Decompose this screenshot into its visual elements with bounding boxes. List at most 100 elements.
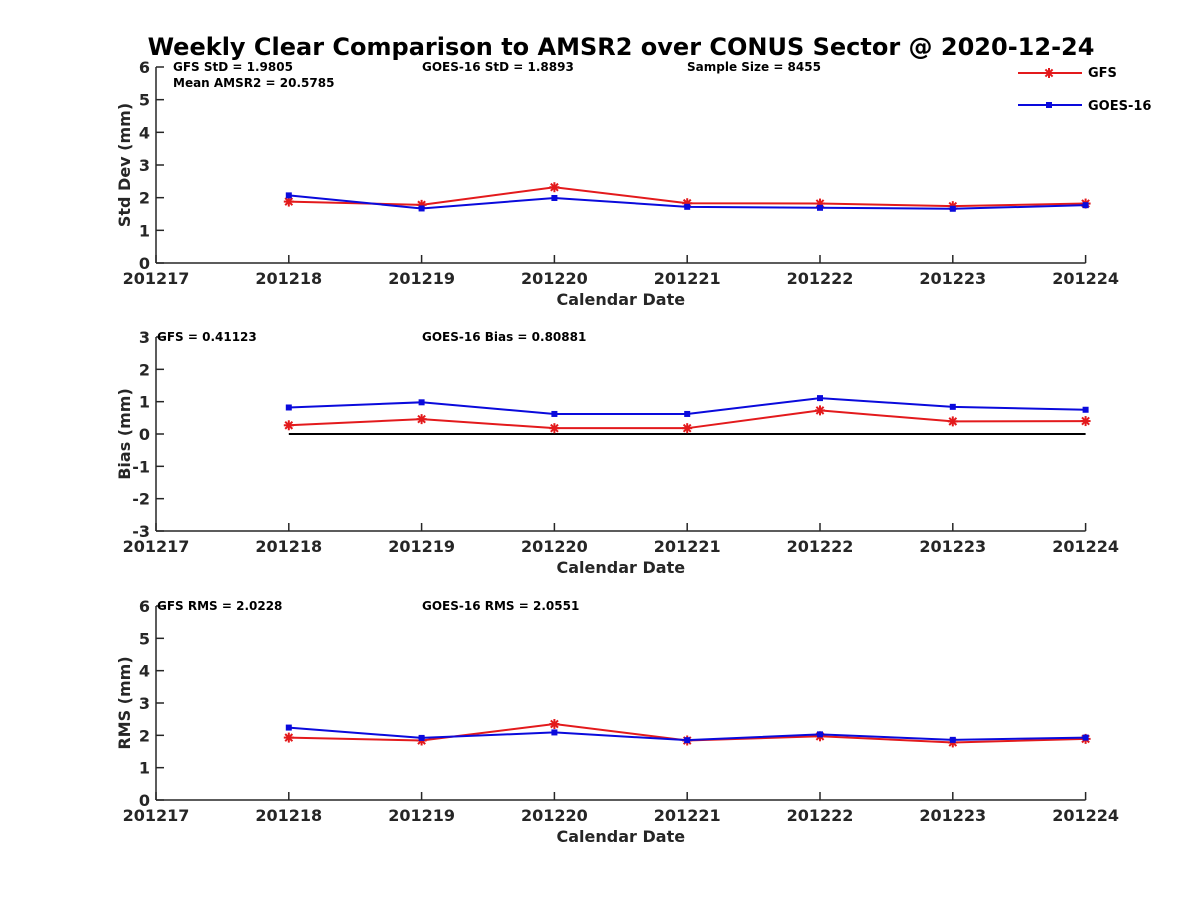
y-tick-label: 6 <box>139 58 150 77</box>
data-point-goes16 <box>684 203 691 210</box>
annotation-text: Mean AMSR2 = 20.5785 <box>173 76 334 90</box>
x-tick-label: 201217 <box>123 537 190 556</box>
data-point-goes16 <box>285 724 292 731</box>
legend: GFS GOES-16 <box>1018 66 1151 114</box>
annotation-text: GFS = 0.41123 <box>157 330 257 344</box>
y-tick-label: 2 <box>139 360 150 379</box>
y-tick-label: 0 <box>139 254 150 273</box>
x-tick-label: 201221 <box>654 269 721 288</box>
data-point-goes16 <box>949 205 956 212</box>
marker-stroke <box>948 417 958 426</box>
x-tick-label: 201219 <box>388 269 455 288</box>
marker-stroke <box>550 719 559 729</box>
x-tick-label: 201221 <box>654 806 721 825</box>
data-point-goes16 <box>418 734 425 741</box>
annotation-text: GOES-16 StD = 1.8893 <box>422 60 574 74</box>
x-tick-label: 201222 <box>787 537 854 556</box>
data-point-goes16 <box>1082 734 1089 741</box>
y-tick-label: 1 <box>139 759 150 778</box>
x-tick-label: 201223 <box>919 269 986 288</box>
legend-goes-label: GOES-16 <box>1088 99 1151 114</box>
legend-gfs-marker <box>1044 68 1054 78</box>
panel-1: 201217 201218 201219 201220 201221 201222 2012… <box>115 58 1119 309</box>
data-point-goes16 <box>418 205 425 212</box>
data-point-gfs <box>549 423 560 434</box>
legend-gfs-label: GFS <box>1088 66 1117 81</box>
data-point-goes16 <box>285 404 292 411</box>
x-tick-label: 201224 <box>1052 269 1119 288</box>
annotation-text: Sample Size = 8455 <box>687 60 821 74</box>
x-tick-label: 201224 <box>1052 537 1119 556</box>
annotation-text: GOES-16 Bias = 0.80881 <box>422 330 586 344</box>
data-point-gfs <box>1080 416 1091 427</box>
x-tick-label: 201221 <box>654 537 721 556</box>
annotation-text: GFS RMS = 2.0228 <box>157 599 282 613</box>
data-point-goes16 <box>418 399 425 406</box>
data-point-goes16 <box>1082 202 1089 209</box>
y-tick-label: 3 <box>139 156 150 175</box>
data-point-goes16 <box>817 204 823 211</box>
annotation-text: GOES-16 RMS = 2.0551 <box>422 599 579 613</box>
annotation-text: GFS StD = 1.9805 <box>173 60 293 74</box>
x-tick-label: 201218 <box>255 806 322 825</box>
x-tick-label: 201218 <box>255 269 322 288</box>
y-tick-label: -3 <box>132 522 150 541</box>
data-point-gfs <box>682 423 693 434</box>
data-point-goes16 <box>817 731 823 738</box>
y-tick-label: 1 <box>139 221 150 240</box>
data-point-goes16 <box>1082 406 1089 413</box>
y-axis-title: Bias (mm) <box>115 388 134 480</box>
data-point-gfs <box>283 732 294 743</box>
panel-2: 201217 201218 201219 201220 201221 201222 2012… <box>115 328 1119 577</box>
x-tick-label: 201224 <box>1052 806 1119 825</box>
x-tick-label: 201220 <box>521 537 588 556</box>
y-axis-title: RMS (mm) <box>115 656 134 749</box>
data-point-goes16 <box>817 395 823 402</box>
data-point-gfs <box>416 414 427 425</box>
marker-stroke <box>1081 416 1090 426</box>
data-point-goes16 <box>684 410 691 417</box>
y-tick-label: -2 <box>132 490 150 509</box>
data-point-goes16 <box>551 410 558 417</box>
marker-stroke <box>417 414 426 424</box>
marker-stroke <box>284 733 294 742</box>
data-point-goes16 <box>684 737 691 744</box>
x-tick-label: 201219 <box>388 806 455 825</box>
marker-stroke <box>550 423 559 433</box>
data-point-gfs <box>947 416 958 427</box>
marker-stroke <box>682 423 692 433</box>
x-tick-label: 201223 <box>919 806 986 825</box>
y-tick-label: 2 <box>139 189 150 208</box>
data-point-goes16 <box>285 192 292 199</box>
x-tick-label: 201219 <box>388 537 455 556</box>
y-tick-label: 5 <box>139 91 150 110</box>
x-tick-label: 201220 <box>521 269 588 288</box>
x-tick-label: 201217 <box>123 806 190 825</box>
x-tick-label: 201222 <box>787 806 854 825</box>
marker-stroke <box>550 182 559 192</box>
x-axis-title: Calendar Date <box>557 290 686 309</box>
y-axis-title: Std Dev (mm) <box>115 103 134 227</box>
marker-stroke <box>284 420 294 430</box>
x-tick-label: 201223 <box>919 537 986 556</box>
y-tick-label: 4 <box>139 662 150 681</box>
panel-3: 201217 201218 201219 201220 201221 201222 2012… <box>115 597 1119 846</box>
y-tick-label: 3 <box>139 694 150 713</box>
y-tick-label: 6 <box>139 597 150 616</box>
x-tick-label: 201218 <box>255 537 322 556</box>
y-tick-label: 4 <box>139 123 150 142</box>
data-point-gfs <box>283 420 294 431</box>
x-tick-label: 201222 <box>787 269 854 288</box>
data-point-gfs <box>815 405 825 416</box>
data-point-goes16 <box>551 194 558 201</box>
data-point-gfs <box>549 719 560 730</box>
data-point-goes16 <box>949 736 956 743</box>
legend-goes-marker <box>1046 102 1052 108</box>
data-point-gfs <box>549 182 560 193</box>
x-tick-label: 201217 <box>123 269 190 288</box>
marker-stroke <box>815 406 825 415</box>
y-tick-label: 1 <box>139 393 150 412</box>
y-tick-label: -1 <box>132 457 150 476</box>
y-tick-label: 0 <box>139 425 150 444</box>
